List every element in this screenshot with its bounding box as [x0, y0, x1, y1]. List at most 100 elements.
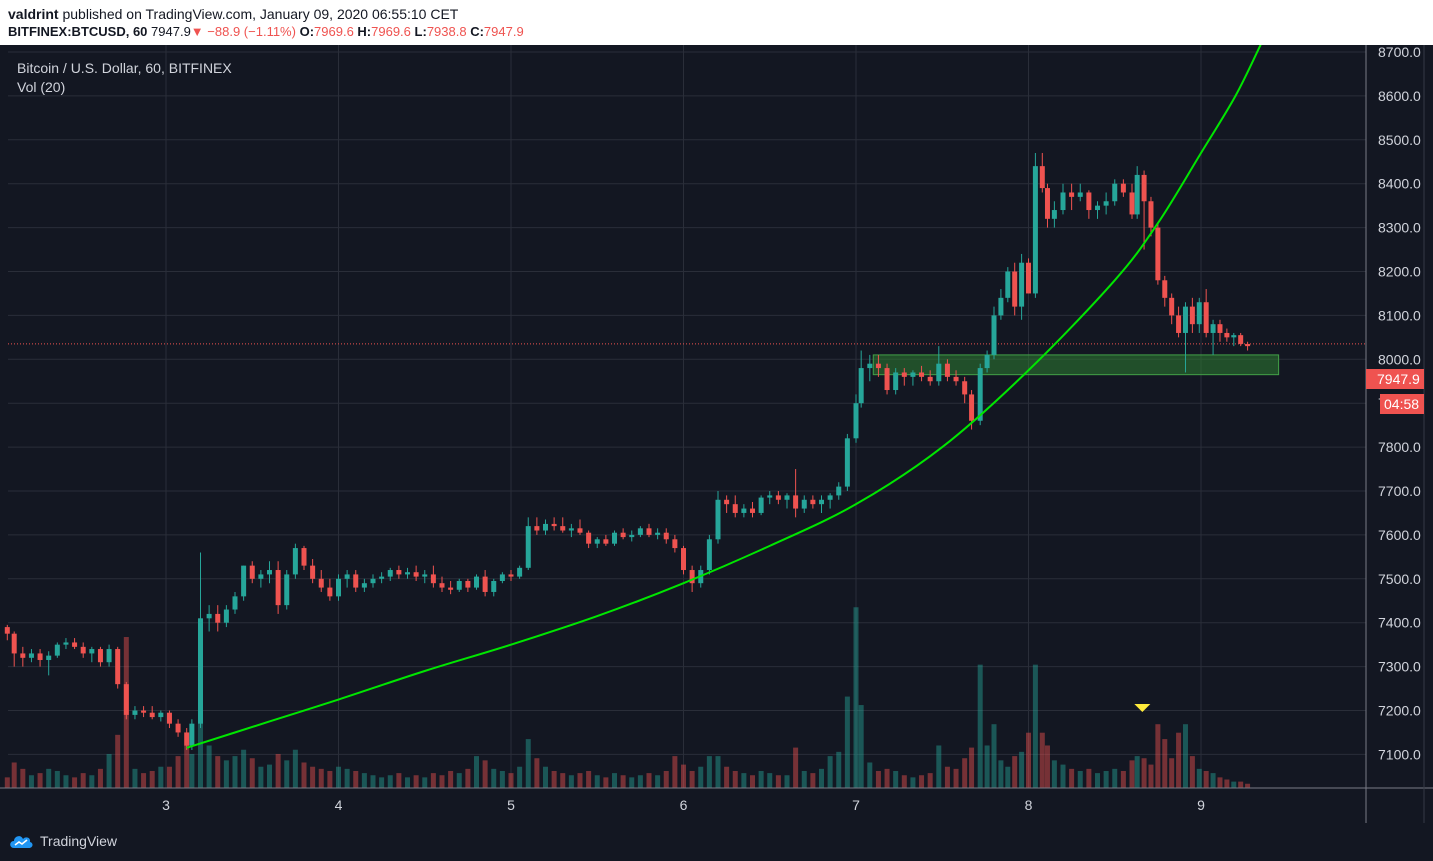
volume-bar: [944, 766, 950, 788]
volume-bar: [465, 768, 471, 788]
author-name[interactable]: valdrint: [8, 6, 59, 22]
volume-bar: [223, 760, 229, 788]
price-tick-label: 8600.0: [1378, 88, 1421, 104]
volume-bar: [318, 768, 324, 788]
footer: TradingView: [0, 823, 1433, 861]
candle-body: [1210, 324, 1216, 333]
candle-body: [969, 394, 975, 421]
support-zone-layer: [872, 354, 1280, 376]
volume-bar: [1044, 745, 1050, 788]
candle-body: [106, 649, 112, 663]
volume-bar: [1019, 751, 1025, 788]
candle-body: [4, 627, 10, 634]
candle-body: [784, 495, 790, 500]
candle-body: [517, 567, 523, 577]
volume-bar: [422, 777, 428, 788]
candle-body: [241, 565, 247, 597]
volume-bar: [732, 770, 738, 788]
volume-bar: [379, 777, 385, 788]
volume-bar: [491, 768, 497, 788]
volume-bar: [893, 770, 899, 788]
candle-body: [568, 528, 574, 531]
volume-bar: [344, 768, 350, 788]
volume-bar: [810, 773, 816, 788]
volume-bar: [430, 773, 436, 788]
volume-bar: [46, 768, 52, 788]
low-label: L:: [414, 24, 427, 39]
volume-bar: [603, 777, 609, 788]
price-chart[interactable]: 8700.0 8600.0 8500.0 8400.0 8300.0 8200.0 8100…: [0, 42, 1433, 823]
volume-bar: [1217, 777, 1223, 788]
volume-bar: [910, 777, 916, 788]
open-value: 7969.6: [314, 24, 354, 39]
candle-body: [810, 499, 816, 505]
candle-body: [577, 528, 583, 533]
candle-body: [732, 504, 738, 513]
price-tick-label: 8700.0: [1378, 45, 1421, 60]
candle-body: [198, 618, 203, 724]
candle-body: [875, 363, 881, 369]
candle-body: [89, 649, 95, 654]
price-tick-label: 7700.0: [1378, 483, 1421, 499]
volume-bar: [1134, 756, 1140, 788]
volume-bar: [1224, 779, 1230, 788]
volume-bar: [97, 768, 103, 788]
volume-bar: [232, 756, 238, 788]
volume-bar: [858, 705, 864, 788]
volume-bar: [1162, 739, 1168, 788]
volume-bar: [284, 760, 290, 788]
volume-bar: [387, 775, 393, 788]
volume-bar: [1238, 781, 1244, 788]
price-tick-label: 7800.0: [1378, 439, 1421, 455]
candle-body: [1224, 332, 1230, 338]
candle-body: [123, 684, 129, 715]
volume-bar: [836, 751, 842, 788]
price-tick-label: 7100.0: [1378, 746, 1421, 762]
candle-body: [1129, 192, 1135, 215]
price-tick-label: 8200.0: [1378, 264, 1421, 280]
tradingview-cloud-icon: [10, 836, 33, 848]
volume-bar: [577, 773, 583, 788]
time-tick-label: 4: [335, 797, 343, 813]
candle-body: [998, 297, 1004, 316]
volume-bar: [819, 768, 824, 788]
candle-body: [97, 649, 103, 663]
tradingview-logo[interactable]: TradingView: [8, 832, 117, 850]
volume-bar: [1129, 760, 1135, 788]
candle-body: [361, 583, 367, 588]
ohlc-line: BITFINEX:BTCUSD, 60 7947.9▼ −88.9 (−1.11…: [8, 24, 524, 39]
candle-body: [681, 548, 686, 571]
candlesticks: [4, 152, 1251, 751]
candle-body: [884, 368, 890, 391]
close-label: C:: [470, 24, 484, 39]
candle-body: [508, 574, 514, 577]
volume-bar: [827, 756, 833, 788]
parabolic-curve-layer: [186, 42, 1263, 749]
candle-body: [893, 372, 899, 391]
price-tick-label: 7600.0: [1378, 527, 1421, 543]
candle-body: [318, 578, 324, 588]
volume-bar: [1086, 768, 1092, 788]
volume-bar: [1012, 756, 1018, 788]
symbol-label: BITFINEX:BTCUSD, 60: [8, 24, 148, 39]
chart-area[interactable]: 8700.0 8600.0 8500.0 8400.0 8300.0 8200.0 8100…: [0, 42, 1433, 823]
support-zone: [872, 354, 1280, 376]
candle-body: [844, 438, 850, 487]
sell-marker-icon: [1134, 704, 1151, 712]
publish-info: valdrint published on TradingView.com, J…: [8, 6, 458, 22]
price-tick-label: 7400.0: [1378, 615, 1421, 631]
candle-body: [379, 576, 385, 579]
candle-body: [80, 646, 86, 654]
volume-bar: [63, 775, 69, 788]
candle-body: [1134, 174, 1140, 215]
candle-body: [724, 499, 730, 505]
volume-bar: [258, 766, 264, 788]
candle-body: [715, 499, 721, 540]
volume-bar: [767, 773, 773, 788]
price-tick-label: 8400.0: [1378, 176, 1421, 192]
volume-bar: [1051, 760, 1057, 788]
candle-body: [858, 368, 864, 404]
candle-body: [991, 315, 997, 355]
time-tick-label: 3: [162, 797, 170, 813]
volume-bar: [89, 775, 95, 788]
